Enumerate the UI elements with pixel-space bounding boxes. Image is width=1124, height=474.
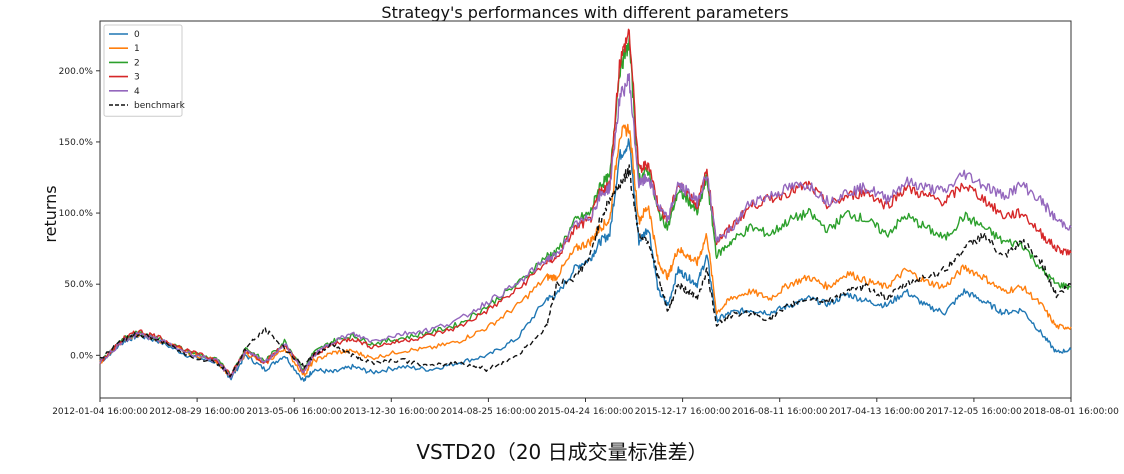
y-axis: 0.0% 50.0% 100.0% 150.0% 200.0% <box>59 67 100 361</box>
x-tick-label: 2015-12-17 16:00:00 <box>635 407 731 417</box>
legend-label-4: 4 <box>134 87 140 97</box>
figure-caption: VSTD20（20 日成交量标准差） <box>416 440 708 464</box>
legend-label-1: 1 <box>134 44 140 54</box>
x-tick-label: 2018-08-01 16:00:00 <box>1023 407 1119 417</box>
x-tick-label: 2017-04-13 16:00:00 <box>829 407 925 417</box>
series-line-benchmark <box>99 164 1072 378</box>
y-tick-label: 0.0% <box>70 351 93 361</box>
y-tick-label: 200.0% <box>59 67 94 77</box>
x-tick-label: 2014-08-25 16:00:00 <box>441 407 537 417</box>
x-tick-label: 2012-01-04 16:00:00 <box>52 407 148 417</box>
x-tick-label: 2013-12-30 16:00:00 <box>344 407 440 417</box>
legend-label-2: 2 <box>134 58 140 68</box>
legend: 0 1 2 3 4 benchmark <box>103 24 186 117</box>
chart-title: Strategy's performances with different p… <box>381 3 788 22</box>
y-tick-label: 50.0% <box>64 280 93 290</box>
y-tick-label: 100.0% <box>59 209 94 219</box>
x-tick-label: 2015-04-24 16:00:00 <box>538 407 634 417</box>
legend-label-3: 3 <box>134 73 140 83</box>
legend-label-0: 0 <box>134 30 140 40</box>
legend-label-benchmark: benchmark <box>134 101 186 111</box>
x-axis: 2012-01-04 16:00:00 2012-08-29 16:00:00 20… <box>52 398 1119 417</box>
x-tick-label: 2013-05-06 16:00:00 <box>246 407 342 417</box>
x-tick-label: 2012-08-29 16:00:00 <box>149 407 245 417</box>
series-layer <box>99 28 1072 382</box>
y-tick-label: 150.0% <box>59 138 94 148</box>
x-tick-label: 2017-12-05 16:00:00 <box>926 407 1022 417</box>
y-axis-title: returns <box>41 185 60 242</box>
series-line-4 <box>99 73 1072 379</box>
series-line-0 <box>99 138 1072 382</box>
plot-area <box>99 20 1072 399</box>
x-tick-label: 2016-08-11 16:00:00 <box>732 407 828 417</box>
